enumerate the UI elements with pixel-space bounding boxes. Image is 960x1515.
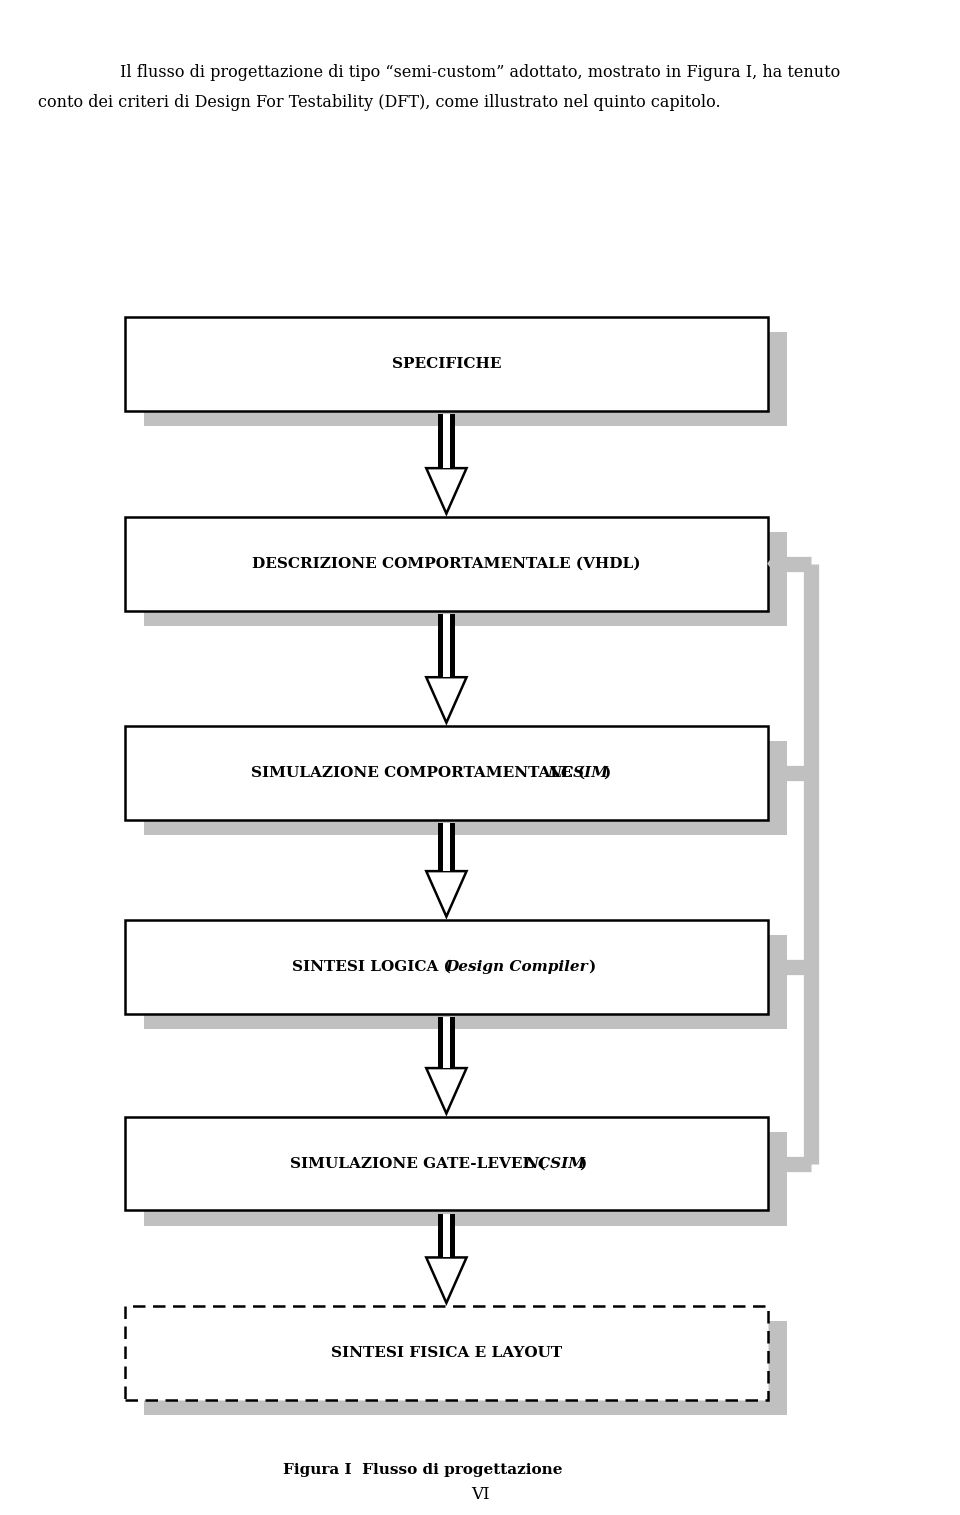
- Polygon shape: [768, 541, 785, 586]
- Polygon shape: [426, 677, 467, 723]
- FancyBboxPatch shape: [125, 1117, 768, 1210]
- FancyBboxPatch shape: [144, 741, 787, 835]
- Text: conto dei criteri di Design For Testability (DFT), come illustrato nel quinto ca: conto dei criteri di Design For Testabil…: [38, 94, 721, 111]
- FancyBboxPatch shape: [144, 332, 787, 426]
- Text: Il flusso di progettazione di tipo “semi-custom” adottato, mostrato in Figura I,: Il flusso di progettazione di tipo “semi…: [120, 64, 840, 80]
- Bar: [444, 823, 449, 871]
- FancyBboxPatch shape: [144, 935, 787, 1029]
- FancyBboxPatch shape: [125, 517, 768, 611]
- Text: SIMULAZIONE GATE-LEVEL (: SIMULAZIONE GATE-LEVEL (: [290, 1156, 546, 1171]
- Text: SPECIFICHE: SPECIFICHE: [392, 356, 501, 371]
- Text: SINTESI FISICA E LAYOUT: SINTESI FISICA E LAYOUT: [331, 1345, 562, 1360]
- Text: ): ): [588, 959, 596, 974]
- Polygon shape: [426, 1068, 467, 1114]
- Bar: [444, 414, 449, 468]
- Polygon shape: [426, 871, 467, 917]
- Text: VI: VI: [470, 1486, 490, 1503]
- FancyBboxPatch shape: [125, 317, 768, 411]
- FancyBboxPatch shape: [125, 726, 768, 820]
- Text: ): ): [603, 765, 610, 780]
- Text: NCSIM: NCSIM: [524, 1156, 586, 1171]
- FancyBboxPatch shape: [125, 1306, 768, 1400]
- Text: SIMULAZIONE COMPORTAMENTALE (: SIMULAZIONE COMPORTAMENTALE (: [252, 765, 586, 780]
- Bar: [438, 414, 455, 468]
- Text: SINTESI LOGICA (: SINTESI LOGICA (: [292, 959, 450, 974]
- FancyBboxPatch shape: [144, 532, 787, 626]
- FancyBboxPatch shape: [144, 1132, 787, 1226]
- Bar: [444, 1017, 449, 1068]
- Polygon shape: [426, 1257, 467, 1303]
- Text: Figura I  Flusso di progettazione: Figura I Flusso di progettazione: [282, 1462, 563, 1477]
- FancyBboxPatch shape: [125, 920, 768, 1014]
- Bar: [444, 1214, 449, 1257]
- Bar: [438, 1214, 455, 1257]
- Bar: [438, 823, 455, 871]
- Text: Design Compiler: Design Compiler: [445, 959, 588, 974]
- Text: DESCRIZIONE COMPORTAMENTALE (VHDL): DESCRIZIONE COMPORTAMENTALE (VHDL): [252, 556, 640, 571]
- Bar: [444, 614, 449, 677]
- Text: NCSIM: NCSIM: [547, 765, 609, 780]
- Polygon shape: [426, 468, 467, 514]
- FancyBboxPatch shape: [144, 1321, 787, 1415]
- Text: ): ): [579, 1156, 587, 1171]
- Bar: [438, 1017, 455, 1068]
- Bar: [438, 614, 455, 677]
